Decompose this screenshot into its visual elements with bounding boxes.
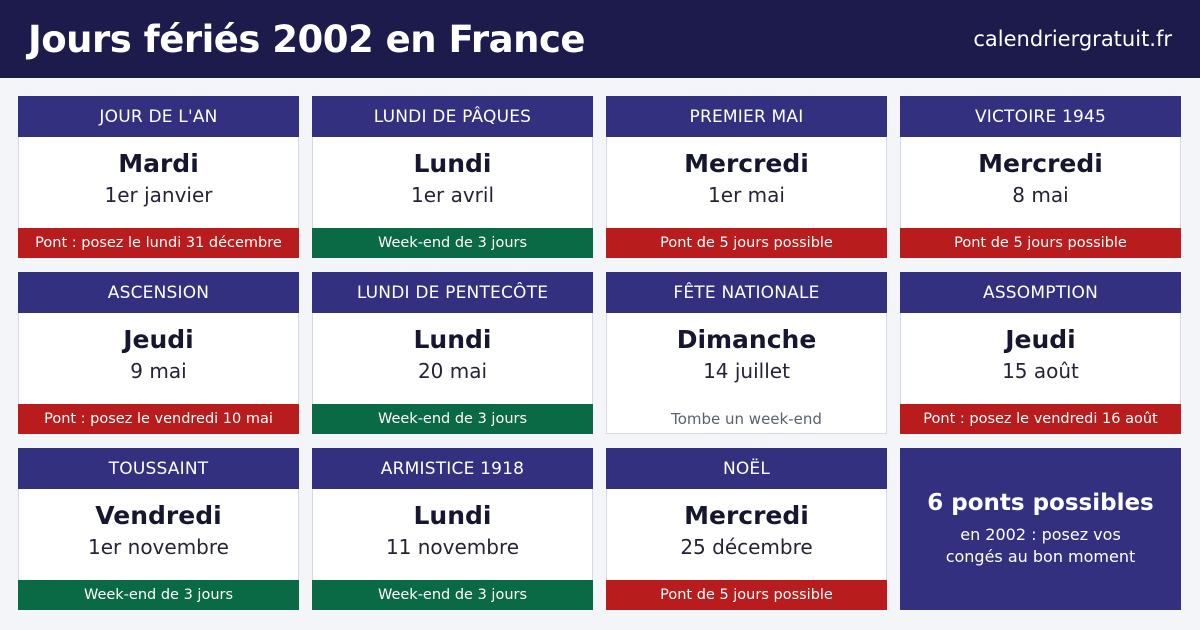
holiday-weekday: Mardi: [118, 149, 199, 178]
holiday-card: ASCENSION Jeudi 9 mai Pont : posez le ve…: [18, 272, 299, 434]
summary-headline: 6 ponts possibles: [927, 490, 1154, 516]
holiday-note: Pont : posez le vendredi 10 mai: [18, 404, 299, 434]
holiday-name: NOËL: [606, 448, 887, 489]
holiday-card: LUNDI DE PENTECÔTE Lundi 20 mai Week-end…: [312, 272, 593, 434]
holiday-name: TOUSSAINT: [18, 448, 299, 489]
holiday-date: 1er janvier: [104, 183, 213, 207]
holiday-name: FÊTE NATIONALE: [606, 272, 887, 313]
holiday-note: Pont de 5 jours possible: [900, 228, 1181, 258]
holiday-note: Pont : posez le lundi 31 décembre: [18, 228, 299, 258]
holiday-note: Week-end de 3 jours: [18, 580, 299, 610]
summary-text-line1: en 2002 : posez vos: [960, 525, 1121, 544]
holiday-weekday: Mercredi: [684, 501, 809, 530]
holiday-date: 20 mai: [417, 359, 488, 383]
holiday-name: JOUR DE L'AN: [18, 96, 299, 137]
holiday-card: ARMISTICE 1918 Lundi 11 novembre Week-en…: [312, 448, 593, 610]
holiday-note: Week-end de 3 jours: [312, 228, 593, 258]
holiday-weekday: Dimanche: [676, 325, 817, 354]
holiday-weekday: Mercredi: [684, 149, 809, 178]
holiday-weekday: Lundi: [413, 501, 492, 530]
holiday-weekday: Vendredi: [95, 501, 222, 530]
summary-text-line2: congés au bon moment: [945, 547, 1136, 566]
holiday-card: FÊTE NATIONALE Dimanche 14 juillet Tombe…: [606, 272, 887, 434]
site-name: calendriergratuit.fr: [973, 27, 1172, 51]
holiday-name: PREMIER MAI: [606, 96, 887, 137]
holiday-card: PREMIER MAI Mercredi 1er mai Pont de 5 j…: [606, 96, 887, 258]
holiday-card: LUNDI DE PÂQUES Lundi 1er avril Week-end…: [312, 96, 593, 258]
page-title: Jours fériés 2002 en France: [28, 17, 585, 61]
holiday-card: ASSOMPTION Jeudi 15 août Pont : posez le…: [900, 272, 1181, 434]
holiday-card: NOËL Mercredi 25 décembre Pont de 5 jour…: [606, 448, 887, 610]
holiday-weekday: Jeudi: [1005, 325, 1076, 354]
holiday-weekday: Lundi: [413, 325, 492, 354]
holiday-date: 1er mai: [708, 183, 785, 207]
holiday-date: 25 décembre: [680, 535, 813, 559]
summary-box: 6 ponts possibles en 2002 : posez vos cong…: [900, 448, 1181, 610]
holiday-date: 15 août: [1002, 359, 1079, 383]
holiday-card: VICTOIRE 1945 Mercredi 8 mai Pont de 5 j…: [900, 96, 1181, 258]
holiday-note: Week-end de 3 jours: [312, 404, 593, 434]
holiday-name: LUNDI DE PÂQUES: [312, 96, 593, 137]
holiday-note: Pont de 5 jours possible: [606, 228, 887, 258]
holiday-name: ASCENSION: [18, 272, 299, 313]
holiday-name: ASSOMPTION: [900, 272, 1181, 313]
holiday-name: LUNDI DE PENTECÔTE: [312, 272, 593, 313]
holiday-note: Tombe un week-end: [671, 410, 822, 428]
holiday-date: 8 mai: [1012, 183, 1069, 207]
holiday-grid: JOUR DE L'AN Mardi 1er janvier Pont : po…: [18, 96, 1181, 610]
holiday-date: 14 juillet: [703, 359, 790, 383]
holiday-note: Pont : posez le vendredi 16 août: [900, 404, 1181, 434]
holiday-date: 11 novembre: [385, 535, 520, 559]
page-header: Jours fériés 2002 en France calendriergr…: [0, 0, 1200, 78]
holiday-date: 9 mai: [130, 359, 187, 383]
holiday-note: Pont de 5 jours possible: [606, 580, 887, 610]
holiday-name: VICTOIRE 1945: [900, 96, 1181, 137]
holiday-date: 1er novembre: [88, 535, 229, 559]
holiday-card: JOUR DE L'AN Mardi 1er janvier Pont : po…: [18, 96, 299, 258]
holiday-note: Week-end de 3 jours: [312, 580, 593, 610]
holiday-date: 1er avril: [410, 183, 495, 207]
holiday-weekday: Lundi: [413, 149, 492, 178]
holiday-name: ARMISTICE 1918: [312, 448, 593, 489]
holiday-card: TOUSSAINT Vendredi 1er novembre Week-end…: [18, 448, 299, 610]
holiday-weekday: Jeudi: [123, 325, 194, 354]
holiday-weekday: Mercredi: [978, 149, 1103, 178]
